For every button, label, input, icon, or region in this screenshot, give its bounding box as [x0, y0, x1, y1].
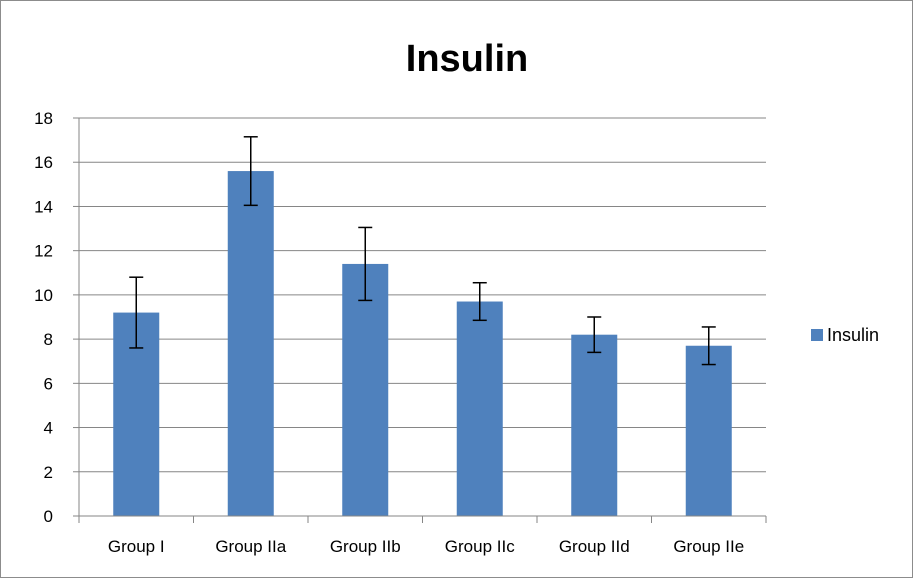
y-tick-label-10: 10	[34, 286, 53, 305]
bar-group-iic	[456, 301, 503, 516]
bar-group-iia	[227, 171, 274, 517]
y-tick-label-12: 12	[34, 242, 53, 261]
x-tick-label-group-iie: Group IIe	[673, 537, 744, 556]
y-tick-label-4: 4	[44, 419, 53, 438]
chart-title: Insulin	[406, 38, 528, 80]
bar-group	[113, 171, 732, 517]
x-tick-label-group-iid: Group IId	[559, 537, 630, 556]
x-tick-label-group-iic: Group IIc	[445, 537, 515, 556]
legend: Insulin	[811, 325, 879, 345]
legend-label-insulin: Insulin	[827, 325, 879, 345]
y-tick-label-0: 0	[44, 507, 53, 526]
gridlines	[79, 117, 766, 473]
axes: 0 2 4 6 8 10 12 14 16 18 Group I Group IIa Group IIb…	[34, 109, 767, 556]
y-tick-label-16: 16	[34, 153, 53, 172]
y-tick-label-2: 2	[44, 463, 53, 482]
y-tick-label-8: 8	[44, 330, 53, 349]
x-tick-label-group-iia: Group IIa	[215, 537, 286, 556]
y-tick-label-6: 6	[44, 374, 53, 393]
bar-group-iib	[342, 263, 389, 516]
bar-group-iid	[571, 334, 618, 516]
bar-group-iie	[685, 345, 732, 516]
y-tick-label-18: 18	[34, 109, 53, 128]
y-tick-label-14: 14	[34, 197, 53, 216]
x-tick-label-group-i: Group I	[108, 537, 165, 556]
legend-swatch-insulin	[811, 329, 823, 341]
x-tick-label-group-iib: Group IIb	[330, 537, 401, 556]
error-bar-group	[129, 136, 716, 366]
